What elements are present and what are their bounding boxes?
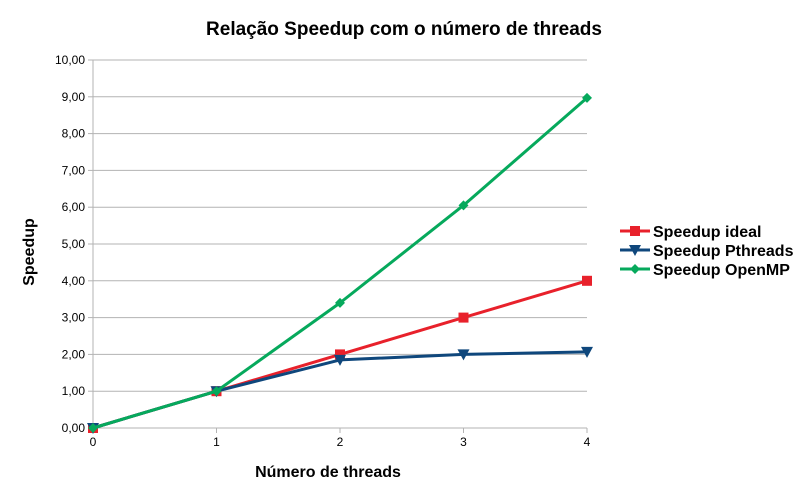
grid bbox=[88, 59, 588, 433]
data-point bbox=[582, 92, 592, 103]
legend-item: Speedup OpenMP bbox=[620, 262, 790, 279]
y-tick-label: 1,00 bbox=[62, 384, 86, 398]
data-point bbox=[457, 349, 470, 361]
legend-item: Speedup Pthreads bbox=[620, 243, 794, 260]
legend-item: Speedup ideal bbox=[620, 224, 761, 241]
legend-label: Speedup Pthreads bbox=[653, 243, 794, 260]
series-3 bbox=[88, 92, 592, 433]
y-axis-ticks: 0,00 1,00 2,00 3,00 4,00 5,00 6,00 7,00 8,00 9,00… bbox=[55, 53, 85, 435]
chart-title: Relação Speedup com o número de threads bbox=[206, 19, 602, 40]
y-tick-label: 9,00 bbox=[62, 90, 86, 104]
legend-label: Speedup OpenMP bbox=[653, 262, 790, 279]
legend-marker bbox=[630, 226, 640, 236]
y-tick-label: 6,00 bbox=[62, 200, 86, 214]
x-tick-label: 4 bbox=[584, 435, 591, 449]
data-point bbox=[334, 354, 346, 366]
data-point bbox=[582, 275, 592, 286]
y-tick-label: 8,00 bbox=[62, 127, 86, 141]
series-2 bbox=[87, 346, 593, 434]
y-tick-label: 0,00 bbox=[62, 421, 86, 435]
legend-marker bbox=[629, 245, 641, 256]
y-tick-label: 4,00 bbox=[62, 274, 86, 288]
legend-label: Speedup ideal bbox=[653, 224, 761, 241]
data-point bbox=[88, 423, 98, 433]
data-point bbox=[458, 312, 469, 323]
legend: Speedup ideal Speedup Pthreads Speedup Ope… bbox=[620, 224, 794, 279]
legend-marker bbox=[630, 264, 640, 274]
x-tick-label: 0 bbox=[90, 435, 97, 449]
series-lines bbox=[87, 92, 593, 434]
y-tick-label: 10,00 bbox=[55, 53, 85, 67]
y-tick-label: 5,00 bbox=[62, 237, 86, 251]
series-line bbox=[92, 96, 588, 430]
y-axis-label: Speedup bbox=[21, 218, 38, 286]
data-point bbox=[458, 200, 469, 211]
x-tick-label: 2 bbox=[337, 435, 344, 449]
y-tick-label: 3,00 bbox=[62, 311, 86, 325]
y-tick-label: 7,00 bbox=[62, 163, 86, 177]
x-tick-label: 1 bbox=[213, 435, 220, 449]
x-axis-label: Número de threads bbox=[255, 464, 401, 481]
x-tick-label: 3 bbox=[460, 435, 467, 449]
y-tick-label: 2,00 bbox=[62, 347, 86, 361]
data-point bbox=[335, 349, 345, 360]
data-point bbox=[211, 386, 222, 397]
x-axis-ticks: 0 1 2 3 4 bbox=[90, 435, 591, 449]
data-point bbox=[335, 297, 345, 308]
data-point bbox=[581, 346, 593, 358]
